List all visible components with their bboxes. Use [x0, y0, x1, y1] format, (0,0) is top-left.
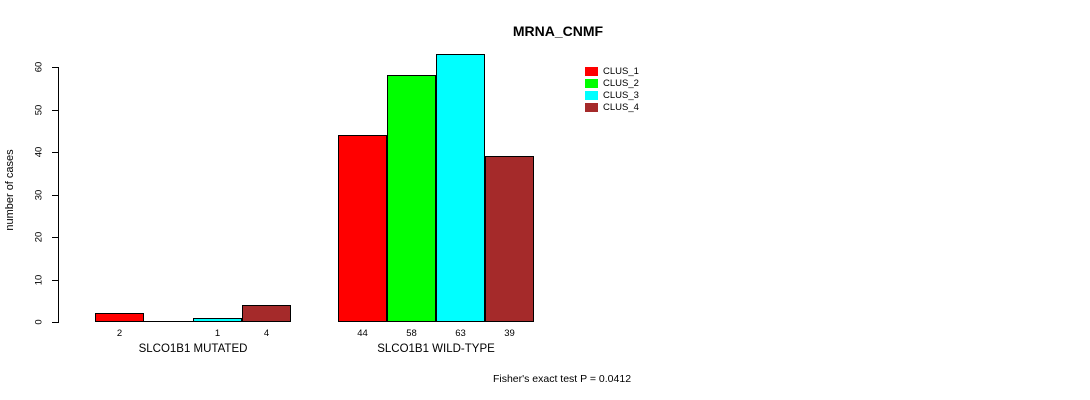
y-tick: [52, 110, 58, 111]
bar-value-label: 1: [214, 328, 221, 339]
legend-color-swatch-clus_2: [585, 78, 598, 88]
legend-label: CLUS_3: [603, 89, 639, 101]
bar-value-label: 58: [406, 328, 417, 339]
chart-title: MRNA_CNMF: [512, 23, 604, 39]
bar-clus_3-slco1b1-wild-type: [436, 54, 485, 322]
legend-label: CLUS_4: [603, 101, 639, 113]
y-tick-label: 10: [33, 274, 45, 286]
y-tick: [52, 152, 58, 153]
legend: CLUS_1 CLUS_2 CLUS_3 CLUS_4: [585, 65, 639, 113]
legend-label: CLUS_1: [603, 65, 639, 77]
y-tick-label: 30: [33, 189, 45, 201]
legend-item: CLUS_4: [585, 101, 639, 113]
y-axis-line: [58, 67, 59, 323]
legend-color-swatch-clus_3: [585, 90, 598, 100]
bar-value-label: 39: [504, 328, 515, 339]
y-tick-label: 0: [33, 319, 45, 325]
bar-value-label: 44: [357, 328, 368, 339]
y-tick: [52, 195, 58, 196]
bar-value-label: 2: [116, 328, 123, 339]
x-group-label: SLCO1B1 MUTATED: [138, 343, 248, 355]
y-tick: [52, 67, 58, 68]
y-tick: [52, 322, 58, 323]
y-tick: [52, 280, 58, 281]
y-axis-title: number of cases: [4, 149, 16, 231]
y-tick: [52, 237, 58, 238]
bar-clus_1-slco1b1-wild-type: [338, 135, 387, 322]
bar-clus_4-slco1b1-wild-type: [485, 156, 534, 322]
y-tick-label: 20: [33, 231, 45, 243]
legend-label: CLUS_2: [603, 77, 639, 89]
legend-color-swatch-clus_1: [585, 66, 598, 76]
legend-color-swatch-clus_4: [585, 102, 598, 112]
bar-clus_1-slco1b1-mutated: [95, 313, 144, 322]
x-group-label: SLCO1B1 WILD-TYPE: [377, 343, 495, 355]
legend-item: CLUS_3: [585, 89, 639, 101]
legend-item: CLUS_2: [585, 77, 639, 89]
stat-annotation: Fisher's exact test P = 0.0412: [492, 373, 632, 385]
bar-clus_3-slco1b1-mutated: [193, 318, 242, 322]
bar-value-label: 63: [455, 328, 466, 339]
y-tick-label: 60: [33, 61, 45, 73]
bar-clus_2-slco1b1-mutated: [144, 321, 193, 322]
y-tick-label: 50: [33, 104, 45, 116]
legend-item: CLUS_1: [585, 65, 639, 77]
y-tick-label: 40: [33, 146, 45, 158]
bar-clus_2-slco1b1-wild-type: [387, 75, 436, 322]
bar-value-label: 4: [263, 328, 270, 339]
bar-clus_4-slco1b1-mutated: [242, 305, 291, 322]
